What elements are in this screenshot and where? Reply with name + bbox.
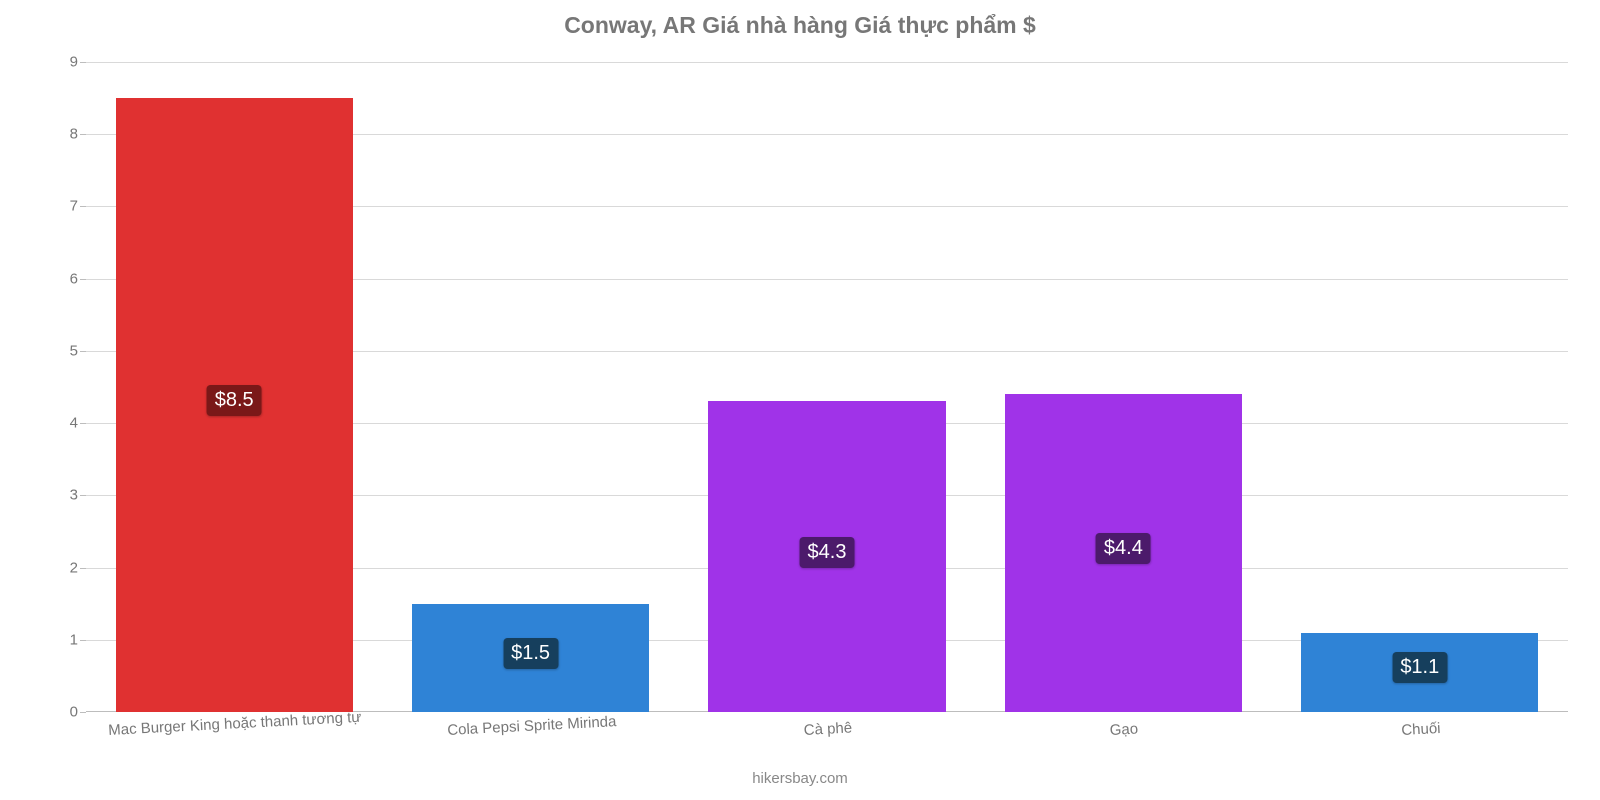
gridline — [86, 62, 1568, 63]
xtick-label: Gạo — [1109, 711, 1139, 739]
ytick-label: 5 — [70, 342, 86, 359]
ytick-label: 2 — [70, 559, 86, 576]
ytick-label: 9 — [70, 54, 86, 71]
bar-value-label: $4.3 — [800, 537, 855, 568]
xtick-label: Cà phê — [803, 709, 853, 738]
xtick-label: Chuối — [1400, 710, 1441, 739]
ytick-label: 4 — [70, 415, 86, 432]
ytick-label: 1 — [70, 631, 86, 648]
bar: $4.4 — [1005, 394, 1242, 712]
bar: $1.1 — [1301, 633, 1538, 712]
chart-title: Conway, AR Giá nhà hàng Giá thực phẩm $ — [0, 0, 1600, 39]
bar-value-label: $8.5 — [207, 385, 262, 416]
chart-footer: hikersbay.com — [0, 770, 1600, 787]
ytick-label: 7 — [70, 198, 86, 215]
bar-value-label: $4.4 — [1096, 533, 1151, 564]
ytick-label: 6 — [70, 270, 86, 287]
ytick-label: 3 — [70, 487, 86, 504]
bar-value-label: $1.1 — [1392, 652, 1447, 683]
bar: $1.5 — [412, 604, 649, 712]
bar: $4.3 — [708, 401, 945, 712]
chart-container: Conway, AR Giá nhà hàng Giá thực phẩm $ … — [0, 0, 1600, 800]
ytick-label: 8 — [70, 126, 86, 143]
bar-value-label: $1.5 — [503, 638, 558, 669]
ytick-label: 0 — [70, 704, 86, 721]
bar: $8.5 — [116, 98, 353, 712]
plot-area: 0123456789$8.5Mac Burger King hoặc thanh… — [86, 62, 1568, 712]
